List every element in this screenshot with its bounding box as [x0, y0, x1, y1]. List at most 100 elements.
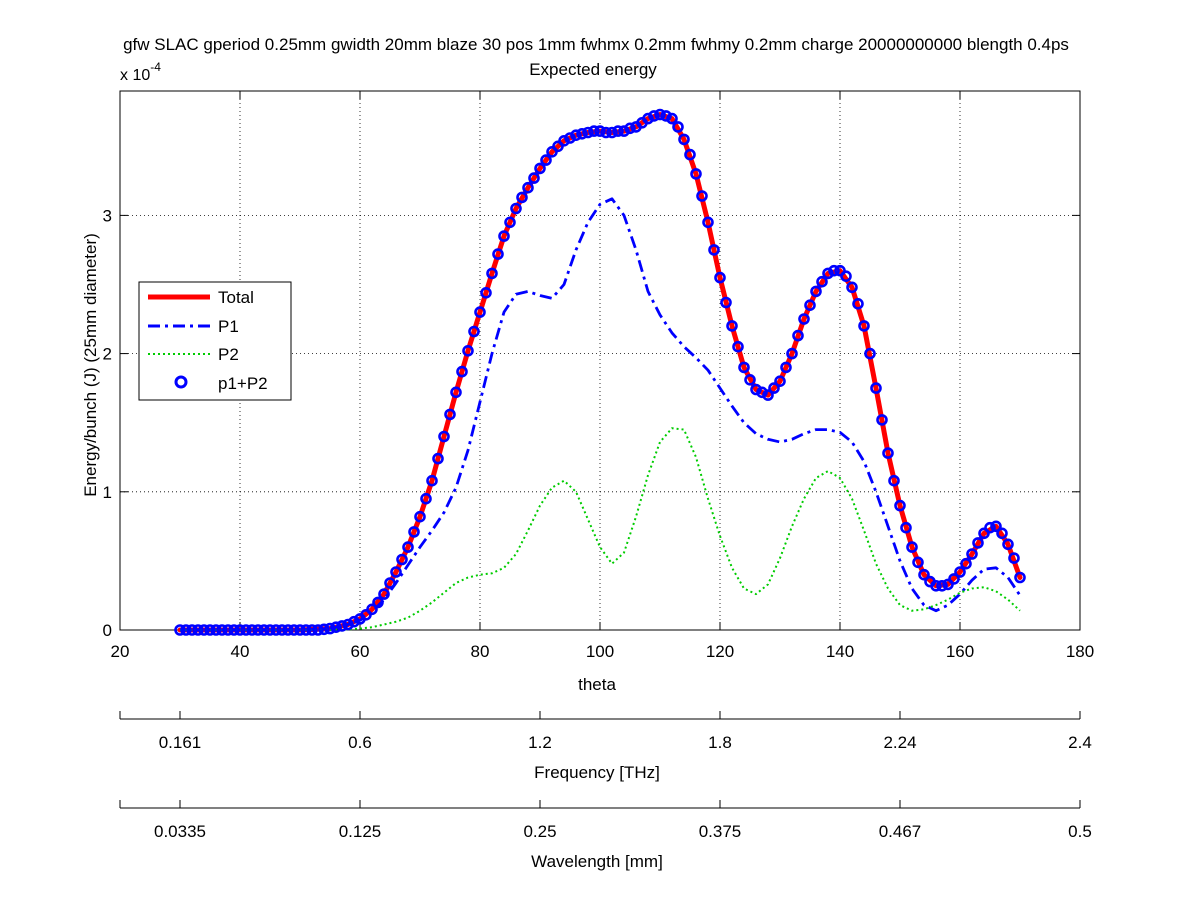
wavelength-axis: 0.0335 0.125 0.25 0.375 0.467 0.5 Wavelength … — [119, 800, 1092, 871]
data-point-p1-p2 — [1008, 552, 1020, 564]
data-point-p1-p2 — [762, 389, 774, 401]
data-point-p1-p2 — [660, 110, 672, 122]
data-point-p1-p2 — [696, 190, 708, 202]
data-point-p1-p2 — [984, 521, 996, 534]
wavelength-tick-label: 0.0335 — [154, 822, 206, 841]
x-tick-label: 160 — [946, 642, 974, 661]
data-point-p1-p2 — [528, 172, 540, 184]
frequency-tick-label: 2.24 — [883, 733, 916, 752]
data-point-p1-p2 — [558, 135, 570, 147]
frequency-axis: 0.161 0.6 1.2 1.8 2.24 2.4 Frequency [THz] — [119, 711, 1092, 782]
data-point-p1-p2 — [768, 382, 780, 394]
data-point-p1-p2 — [990, 520, 1002, 533]
data-point-p1-p2 — [756, 386, 768, 399]
legend-box — [138, 281, 292, 401]
data-point-p1-p2 — [840, 270, 852, 283]
data-point-p1-p2 — [450, 386, 462, 399]
data-point-p1-p2 — [570, 129, 582, 141]
data-point-p1-p2 — [780, 361, 792, 374]
data-point-p1-p2 — [576, 128, 588, 140]
data-point-p1-p2 — [234, 624, 246, 636]
data-point-p1-p2 — [900, 521, 912, 534]
x-tick-label: 140 — [826, 642, 854, 661]
data-point-p1-p2 — [654, 108, 666, 121]
data-point-p1-p2 — [906, 541, 918, 553]
data-point-p1-p2 — [300, 624, 312, 636]
data-point-p1-p2 — [858, 320, 870, 332]
data-point-p1-p2 — [210, 624, 222, 636]
series-p1-p2 — [174, 108, 1026, 636]
data-point-p1-p2 — [744, 373, 756, 386]
data-point-p1-p2 — [324, 622, 336, 635]
legend-label-total: Total — [218, 288, 254, 307]
legend-swatch-p1p2 — [174, 375, 188, 389]
data-point-p1-p2 — [972, 537, 984, 549]
data-point-p1-p2 — [936, 579, 948, 592]
data-point-p1-p2 — [390, 566, 402, 578]
data-point-p1-p2 — [498, 230, 510, 242]
data-point-p1-p2 — [828, 264, 840, 277]
data-point-p1-p2 — [462, 344, 474, 357]
data-point-p1-p2 — [276, 624, 288, 636]
data-point-p1-p2 — [414, 510, 426, 523]
y-tick-label: 3 — [103, 206, 112, 225]
data-point-p1-p2 — [798, 313, 810, 325]
x-tick-label: 100 — [586, 642, 614, 661]
data-point-p1-p2 — [786, 347, 798, 360]
axis-ticks: 20 40 60 80 100 120 140 160 180 0 1 2 3 — [103, 91, 1094, 661]
data-point-p1-p2 — [252, 624, 264, 636]
data-point-p1-p2 — [672, 121, 684, 133]
data-point-p1-p2 — [510, 202, 522, 215]
data-point-p1-p2 — [468, 325, 480, 338]
data-point-p1-p2 — [264, 624, 276, 636]
data-point-p1-p2 — [852, 297, 864, 310]
data-point-p1-p2 — [588, 125, 600, 137]
data-point-p1-p2 — [246, 624, 258, 636]
x-tick-label: 60 — [351, 642, 370, 661]
data-point-p1-p2 — [816, 275, 828, 288]
data-point-p1-p2 — [894, 499, 906, 512]
data-point-p1-p2 — [876, 414, 888, 426]
data-point-p1-p2 — [648, 110, 660, 122]
data-point-p1-p2 — [492, 248, 504, 260]
data-point-p1-p2 — [330, 621, 342, 634]
data-point-p1-p2 — [180, 624, 192, 636]
y-axis-label: Energy/bunch (J) (25mm diameter) — [81, 233, 100, 497]
data-point-p1-p2 — [384, 577, 396, 589]
data-point-p1-p2 — [504, 216, 516, 229]
data-point-p1-p2 — [564, 132, 576, 144]
data-point-p1-p2 — [540, 154, 552, 166]
data-point-p1-p2 — [372, 596, 384, 609]
data-point-p1-p2 — [930, 579, 942, 592]
x-axis-label: theta — [578, 675, 616, 694]
data-point-p1-p2 — [666, 112, 678, 125]
x-tick-label: 120 — [706, 642, 734, 661]
x-tick-label: 80 — [471, 642, 490, 661]
wavelength-axis-label: Wavelength [mm] — [531, 852, 663, 871]
series-line-p2 — [180, 427, 1021, 631]
y-multiplier-base: x 10 — [120, 67, 150, 84]
data-point-p1-p2 — [804, 299, 816, 312]
data-point-p1-p2 — [306, 624, 318, 636]
data-point-p1-p2 — [318, 623, 330, 636]
data-point-p1-p2 — [294, 624, 306, 636]
data-point-p1-p2 — [426, 474, 438, 487]
data-point-p1-p2 — [882, 447, 894, 459]
data-point-p1-p2 — [1014, 571, 1026, 584]
data-point-p1-p2 — [690, 168, 702, 180]
data-point-p1-p2 — [174, 624, 186, 636]
data-point-p1-p2 — [1002, 538, 1014, 551]
data-point-p1-p2 — [408, 526, 420, 538]
data-point-p1-p2 — [282, 624, 294, 636]
data-point-p1-p2 — [846, 281, 858, 294]
y-tick-label: 1 — [103, 483, 112, 502]
data-point-p1-p2 — [204, 624, 216, 636]
data-point-p1-p2 — [240, 624, 252, 636]
data-point-p1-p2 — [222, 624, 234, 636]
y-tick-label: 0 — [103, 621, 112, 640]
data-point-p1-p2 — [198, 624, 210, 636]
data-point-p1-p2 — [600, 126, 612, 139]
data-point-p1-p2 — [720, 296, 732, 309]
data-point-p1-p2 — [522, 181, 534, 194]
